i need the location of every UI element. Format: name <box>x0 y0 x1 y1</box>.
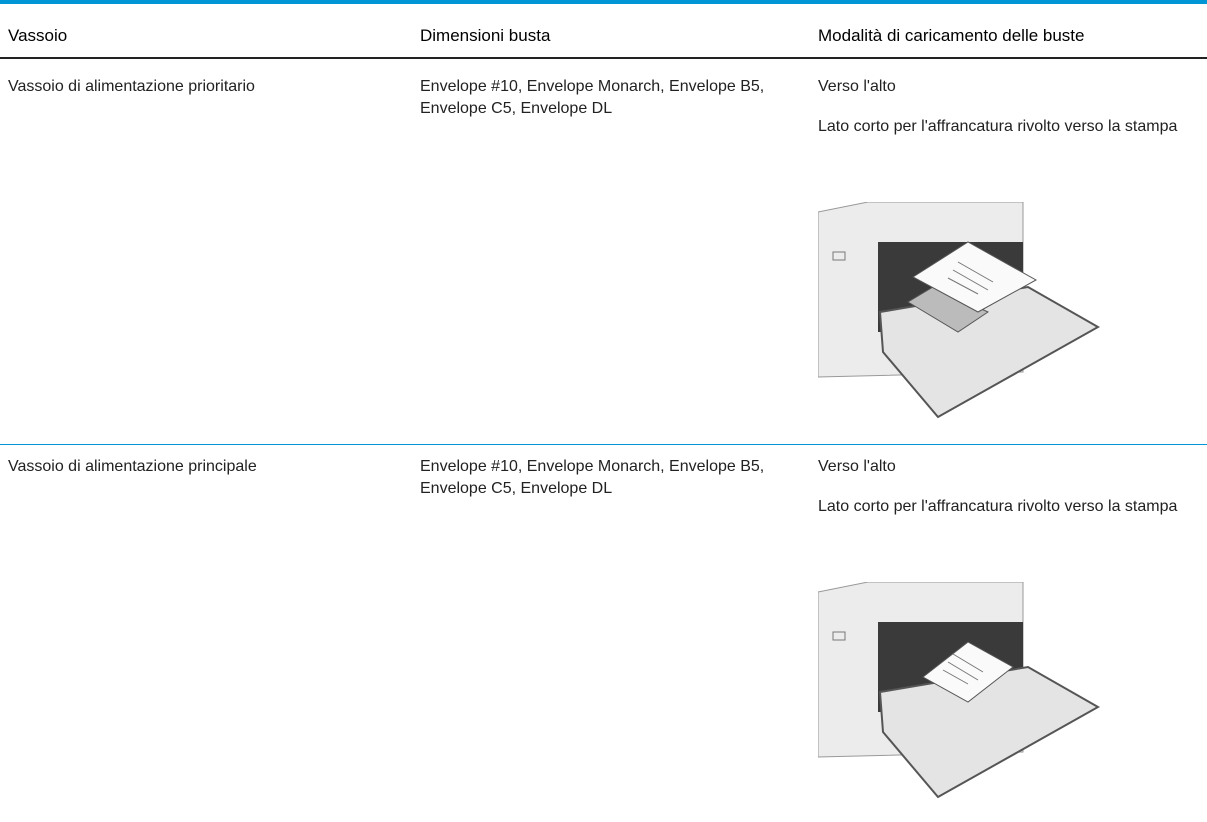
paragraph: Lato corto per l'affrancatura rivolto ve… <box>818 118 1178 135</box>
paragraph: Lato corto per l'affrancatura rivolto ve… <box>818 498 1178 515</box>
tray: Vassoio di alimentazione prioritario <box>8 78 255 95</box>
row-separator <box>0 444 1207 445</box>
paragraph: Verso l'alto <box>818 78 896 95</box>
orientation: Verso l'alto Lato corto per l'affrancatu… <box>818 76 1193 156</box>
printer-illustration <box>818 202 1100 419</box>
tray: Vassoio di alimentazione principale <box>8 458 257 475</box>
header-cell: Dimensioni busta <box>420 26 551 45</box>
paragraph: Verso l'alto <box>818 458 896 475</box>
header-cell: Modalità di caricamento delle buste <box>818 26 1085 45</box>
header-rule <box>0 57 1207 59</box>
orientation: Verso l'alto Lato corto per l'affrancatu… <box>818 456 1193 536</box>
sizes: Envelope #10, Envelope Monarch, Envelope… <box>420 78 765 117</box>
sizes: Envelope #10, Envelope Monarch, Envelope… <box>420 458 765 497</box>
top-rule <box>0 0 1207 4</box>
header-cell: Vassoio <box>8 26 68 45</box>
printer-illustration <box>818 582 1100 799</box>
